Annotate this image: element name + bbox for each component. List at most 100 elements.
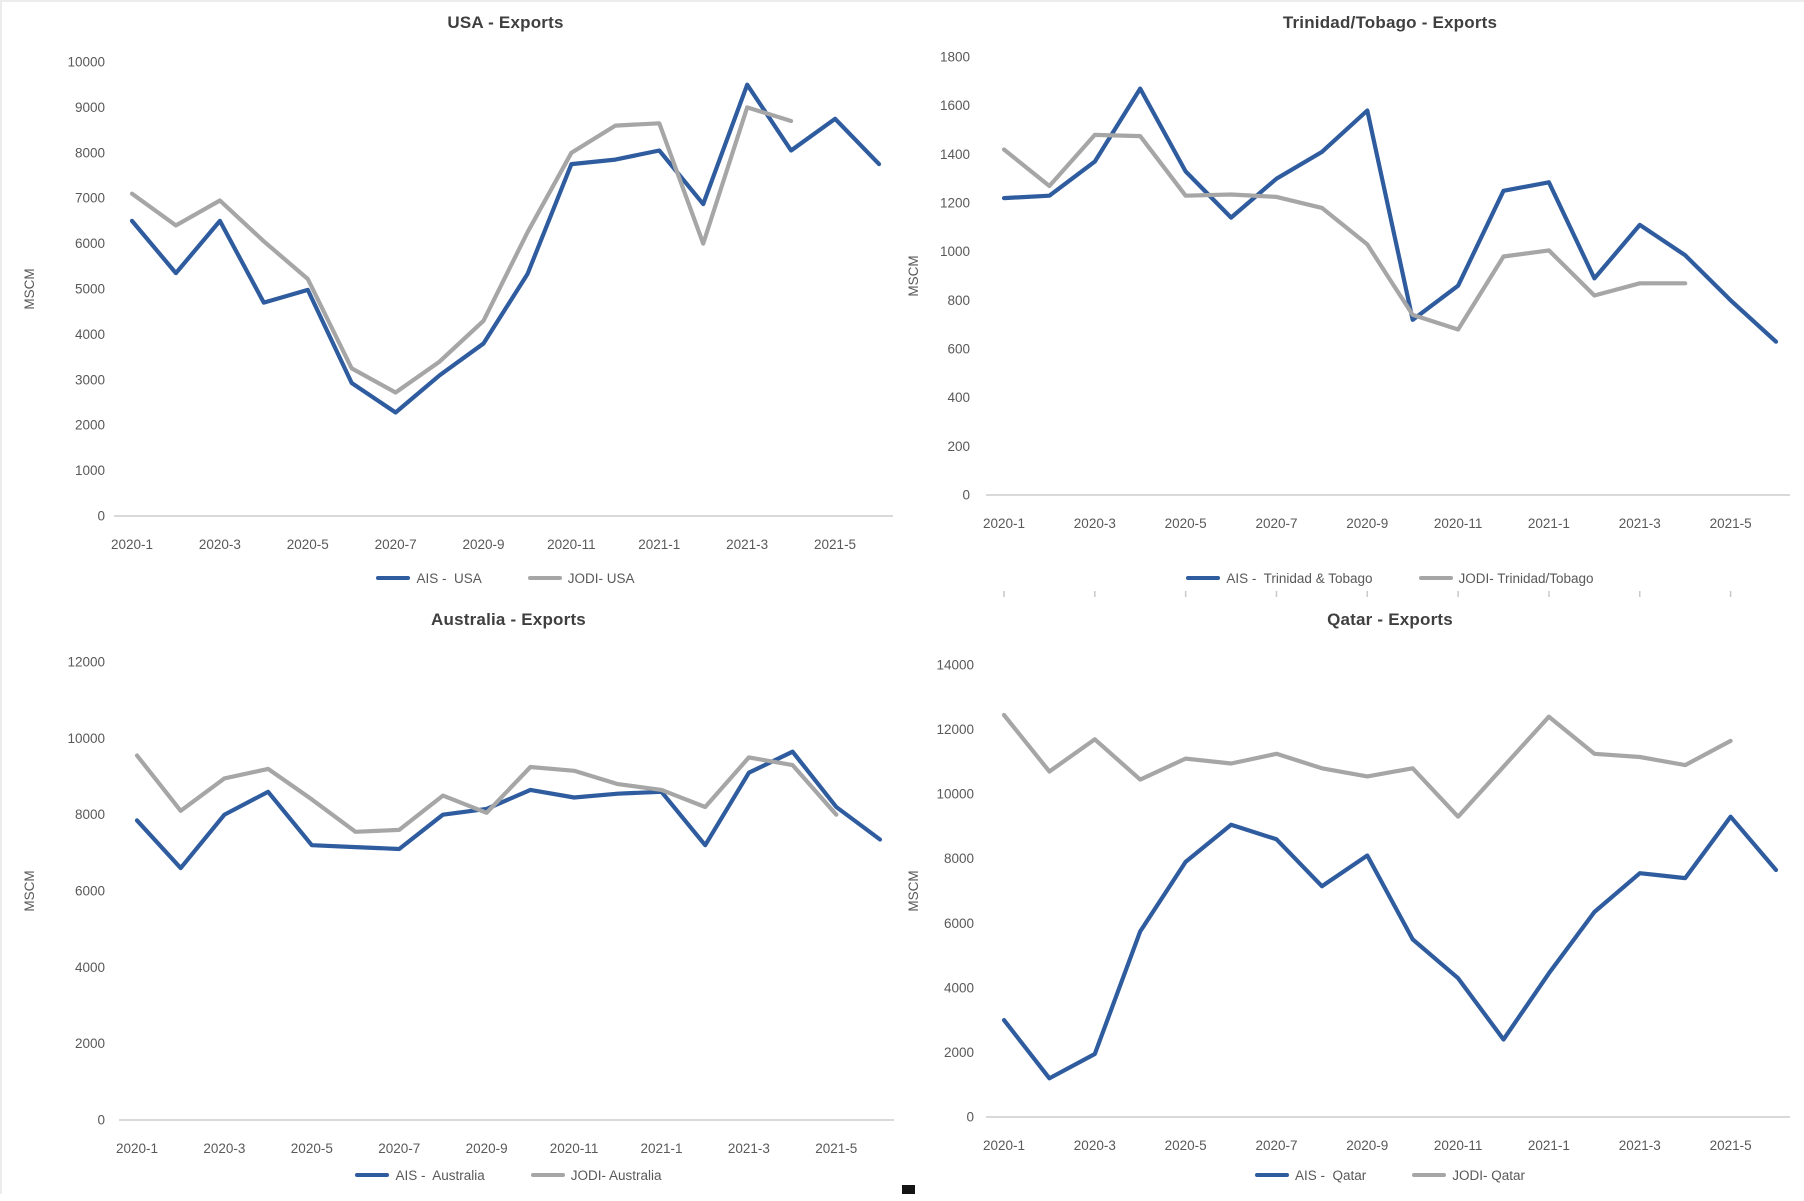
legend-item-jodi: JODI- Trinidad/Tobago — [1418, 571, 1594, 586]
y-axis-title: MSCM — [22, 870, 37, 911]
legend-label: AIS - USA — [416, 570, 482, 586]
y-axis-tick-label: 2000 — [75, 1036, 105, 1051]
x-axis-tick-label: 2020-3 — [1074, 1138, 1116, 1153]
legend-qatar: AIS - Qatar JODI- Qatar — [1004, 1165, 1776, 1185]
y-axis-tick-label: 0 — [962, 488, 970, 503]
series-line-ais — [1001, 86, 1779, 344]
y-axis-title: MSCM — [22, 268, 37, 309]
y-axis-tick-label: 600 — [947, 342, 970, 357]
x-axis-tick-label: 2020-5 — [1165, 516, 1207, 531]
y-axis-tick-label: 4000 — [75, 327, 105, 342]
legend-swatch-jodi — [1412, 1173, 1447, 1177]
legend-item-jodi: JODI- Australia — [530, 1167, 662, 1183]
plot-qatar: 0 2000 4000 6000 8000 10000 12000 14000 MSCM 2020… — [906, 658, 1790, 1153]
x-axis-tick-label: 2020-5 — [291, 1141, 333, 1156]
x-axis-tick-label: 2020-11 — [550, 1141, 599, 1156]
legend-item-ais: AIS - Trinidad & Tobago — [1186, 571, 1373, 586]
y-axis-tick-label: 10000 — [67, 731, 105, 746]
y-axis-tick-label: 0 — [97, 1113, 105, 1128]
legend-swatch-ais — [355, 1173, 390, 1177]
x-axis-tick-label: 2020-5 — [1165, 1138, 1207, 1153]
legend-label: AIS - Qatar — [1294, 1167, 1367, 1183]
x-axis-tick-label: 2020-9 — [1346, 1138, 1388, 1153]
y-axis-tick-label: 8000 — [75, 145, 105, 160]
y-axis-tick-label: 5000 — [75, 282, 105, 297]
y-axis-tick-label: 2000 — [944, 1045, 974, 1060]
x-axis-tick-label: 2020-3 — [199, 537, 241, 552]
series-line-jodi — [129, 105, 794, 395]
y-axis-tick-label: 12000 — [67, 655, 105, 670]
y-axis-tick-label: 800 — [947, 293, 970, 308]
x-axis-tick-label: 2021-1 — [1528, 1138, 1570, 1153]
series-line-jodi — [1001, 132, 1688, 332]
y-axis-tick-label: 2000 — [75, 418, 105, 433]
x-axis-tick-label: 2021-5 — [814, 537, 856, 552]
legend-label: JODI- Qatar — [1452, 1167, 1526, 1183]
x-axis-tick-label: 2021-3 — [1619, 1138, 1661, 1153]
y-axis-tick-label: 4000 — [944, 980, 974, 995]
x-axis-tick-label: 2021-3 — [726, 537, 768, 552]
x-axis-tick-label: 2020-1 — [983, 1138, 1025, 1153]
y-axis-tick-label: 1200 — [940, 196, 970, 211]
x-axis-tick-label: 2021-3 — [728, 1141, 770, 1156]
legend-item-ais: AIS - Qatar — [1254, 1167, 1367, 1183]
chart-title-trinidad-tobago: Trinidad/Tobago - Exports — [1282, 13, 1498, 32]
x-axis-tick-label: 2020-5 — [287, 537, 329, 552]
y-axis-title: MSCM — [906, 870, 921, 911]
plot-trinidad-tobago: 0 200 400 600 800 1000 1200 1400 1600 1800 MSCM 202… — [906, 50, 1790, 597]
legend-item-jodi: JODI- Qatar — [1412, 1168, 1525, 1183]
x-axis-tick-label: 2021-1 — [638, 537, 680, 552]
x-axis-tick-label: 2020-1 — [116, 1141, 158, 1156]
chart-panel-qatar: Qatar - Exports 0 2000 4000 6000 8000 10000 12… — [904, 599, 1804, 1196]
legend-swatch-jodi — [530, 1173, 565, 1177]
y-axis-tick-label: 12000 — [936, 722, 974, 737]
x-axis-tick-label: 2020-1 — [111, 537, 153, 552]
y-axis-tick-label: 1400 — [940, 147, 970, 162]
x-axis-tick-label: 2021-3 — [1619, 516, 1661, 531]
chart-panel-trinidad-tobago: Trinidad/Tobago - Exports 0 200 400 600 800 1… — [904, 2, 1804, 599]
y-axis-tick-label: 1000 — [75, 463, 105, 478]
legend-swatch-jodi — [527, 576, 562, 580]
legend-swatch-ais — [1186, 576, 1221, 580]
legend-australia: AIS - Australia JODI- Australia — [137, 1165, 880, 1185]
y-axis-tick-label: 6000 — [944, 916, 974, 931]
x-axis-tick-label: 2021-5 — [1710, 516, 1752, 531]
chart-title-qatar: Qatar - Exports — [1327, 610, 1453, 629]
x-axis-tick-label: 2020-9 — [1346, 516, 1388, 531]
y-axis-tick-label: 200 — [947, 439, 970, 454]
screenshot-artifact-square — [902, 1185, 915, 1194]
legend-label: JODI- Australia — [570, 1167, 662, 1183]
legend-label: JODI- USA — [567, 570, 635, 586]
y-axis-title: MSCM — [906, 255, 921, 296]
y-axis-tick-label: 8000 — [75, 807, 105, 822]
x-axis-tick-label: 2021-5 — [815, 1141, 857, 1156]
legend-trinidad-tobago: AIS - Trinidad & Tobago JODI- Trinidad/To… — [1004, 568, 1776, 588]
y-axis-tick-label: 8000 — [944, 851, 974, 866]
y-axis-tick-label: 3000 — [75, 372, 105, 387]
y-axis-tick-label: 0 — [966, 1110, 974, 1125]
y-axis-tick-label: 7000 — [75, 191, 105, 206]
y-axis-tick-label: 10000 — [67, 55, 105, 70]
series-line-jodi — [134, 753, 839, 834]
y-axis-tick-label: 400 — [947, 390, 970, 405]
y-axis-tick-label: 1000 — [940, 244, 970, 259]
y-axis-tick-label: 1800 — [940, 50, 970, 65]
series-line-ais — [129, 82, 882, 415]
chart-panel-usa: USA - Exports 0 1000 2000 3000 4000 5000 6000 7… — [2, 2, 904, 599]
chart-title-australia: Australia - Exports — [431, 610, 586, 629]
y-axis-tick-label: 0 — [97, 509, 105, 524]
series-line-ais — [1001, 814, 1779, 1081]
y-axis-tick-label: 1600 — [940, 98, 970, 113]
x-axis-tick-label: 2021-1 — [1528, 516, 1570, 531]
y-axis-tick-label: 4000 — [75, 960, 105, 975]
chart-title-usa: USA - Exports — [447, 13, 564, 32]
y-axis-tick-label: 6000 — [75, 884, 105, 899]
legend-swatch-jodi — [1418, 576, 1453, 580]
x-axis-tick-label: 2020-11 — [1434, 1138, 1483, 1153]
x-axis-tick-label: 2020-9 — [463, 537, 505, 552]
series-line-ais — [134, 749, 883, 871]
y-axis-tick-label: 10000 — [936, 787, 974, 802]
plot-australia: 0 2000 4000 6000 8000 10000 12000 MSCM 2020-1 202… — [22, 655, 894, 1156]
